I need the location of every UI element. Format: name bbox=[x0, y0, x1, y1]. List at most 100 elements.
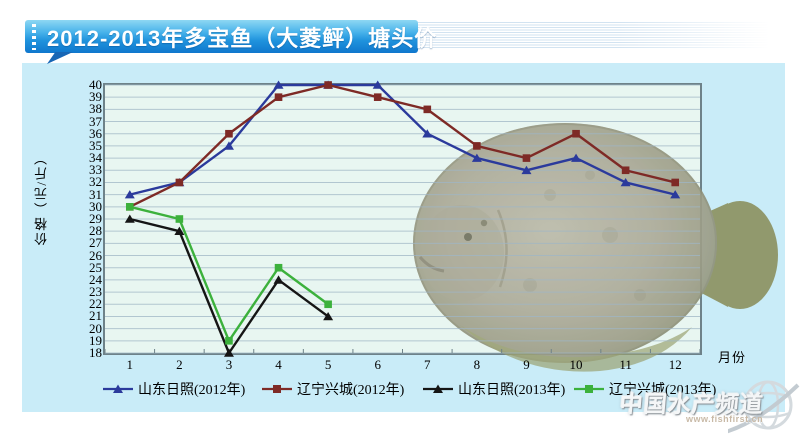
data-point bbox=[324, 81, 332, 89]
data-point bbox=[273, 275, 284, 284]
legend-label: 辽宁兴城(2012年) bbox=[297, 383, 405, 398]
legend-marker-blue-triangle-icon bbox=[103, 383, 133, 395]
legend-marker-black-triangle-icon bbox=[423, 383, 453, 395]
y-tick-label: 37 bbox=[89, 113, 102, 129]
data-point bbox=[471, 153, 482, 162]
y-tick-label: 26 bbox=[89, 247, 102, 263]
series-line bbox=[125, 81, 680, 211]
y-tick-label: 38 bbox=[89, 101, 102, 117]
data-point bbox=[621, 166, 630, 175]
y-tick-label: 23 bbox=[89, 284, 102, 300]
dotted-line-decoration bbox=[32, 24, 36, 50]
data-point bbox=[175, 215, 184, 223]
x-axis-ticks bbox=[104, 349, 701, 353]
legend-label: 辽宁兴城(2013年) bbox=[609, 383, 717, 398]
fish-mouth bbox=[418, 256, 445, 273]
fish-eye bbox=[464, 233, 472, 241]
banner-stripe-decoration bbox=[418, 22, 784, 49]
legend-item-liaoning-xingcheng-2013: 辽宁兴城(2013年) bbox=[574, 379, 716, 399]
data-point bbox=[671, 178, 680, 187]
x-tick-label: 12 bbox=[668, 357, 682, 372]
legend-label: 山东日照(2013年) bbox=[458, 383, 566, 398]
y-tick-label: 24 bbox=[89, 271, 102, 287]
legend-marker-green-square-icon bbox=[574, 383, 604, 395]
data-point bbox=[273, 80, 284, 89]
series-line bbox=[125, 203, 332, 345]
x-tick-label: 5 bbox=[324, 357, 332, 372]
data-point bbox=[124, 214, 135, 223]
x-tick-label: 3 bbox=[225, 357, 233, 372]
watermark: 中国水产频道 www.fishfirst.cn bbox=[616, 380, 800, 434]
data-point bbox=[423, 105, 432, 114]
x-axis-title: 月份 bbox=[718, 350, 747, 365]
y-tick-label: 25 bbox=[89, 259, 102, 275]
data-point bbox=[125, 203, 134, 211]
data-point bbox=[324, 300, 332, 309]
x-tick-label: 10 bbox=[569, 357, 583, 372]
data-point bbox=[323, 311, 334, 321]
data-point bbox=[522, 154, 531, 162]
y-tick-label: 28 bbox=[89, 223, 102, 239]
data-point bbox=[620, 177, 631, 187]
x-tick-label: 8 bbox=[473, 357, 481, 372]
data-point bbox=[174, 226, 185, 235]
y-axis-title: 价格（元/斤） bbox=[34, 150, 49, 246]
line-chart bbox=[104, 80, 701, 357]
data-point bbox=[572, 129, 580, 138]
data-point bbox=[670, 190, 681, 199]
y-tick-label: 32 bbox=[89, 174, 102, 190]
y-tick-label: 33 bbox=[89, 162, 102, 178]
series-line bbox=[124, 80, 681, 199]
legend-item-shandong-rizhao-2012: 山东日照(2012年) bbox=[103, 379, 245, 399]
data-point bbox=[223, 141, 234, 150]
data-point bbox=[571, 153, 582, 162]
legend-item-shandong-rizhao-2013: 山东日照(2013年) bbox=[423, 379, 565, 399]
data-point bbox=[274, 93, 283, 101]
data-point bbox=[372, 80, 383, 89]
fish-head bbox=[420, 205, 504, 301]
y-tick-label: 20 bbox=[89, 320, 102, 336]
y-tick-label: 35 bbox=[89, 137, 102, 153]
x-tick-label: 7 bbox=[424, 357, 431, 372]
y-tick-label: 18 bbox=[89, 345, 102, 360]
data-point bbox=[422, 129, 433, 138]
y-tick-label: 19 bbox=[89, 332, 102, 348]
y-tick-label: 30 bbox=[89, 198, 102, 214]
x-tick-label: 11 bbox=[619, 357, 632, 372]
legend-label: 山东日照(2012年) bbox=[138, 383, 246, 398]
data-point bbox=[521, 165, 532, 175]
data-point bbox=[274, 263, 283, 272]
x-tick-label: 1 bbox=[126, 357, 134, 372]
y-tick-label: 27 bbox=[89, 235, 102, 251]
series-line bbox=[124, 214, 334, 357]
gridlines bbox=[105, 84, 700, 354]
y-tick-label: 39 bbox=[89, 89, 102, 105]
y-tick-label: 31 bbox=[89, 186, 102, 202]
page-title: 2012-2013年多宝鱼（大菱鲆）塘头价 bbox=[47, 25, 438, 51]
x-tick-label: 2 bbox=[176, 357, 183, 372]
data-point bbox=[225, 337, 233, 345]
x-tick-label: 9 bbox=[523, 357, 530, 372]
x-tick-label: 4 bbox=[275, 357, 282, 372]
y-tick-label: 22 bbox=[89, 296, 102, 312]
fish-tail-fin bbox=[702, 201, 778, 309]
y-tick-label: 21 bbox=[89, 308, 102, 324]
legend-item-liaoning-xingcheng-2012: 辽宁兴城(2012年) bbox=[262, 379, 404, 399]
data-point bbox=[223, 348, 234, 357]
fish-eye bbox=[480, 219, 488, 227]
y-tick-label: 36 bbox=[89, 125, 102, 141]
watermark-url-text: www.fishfirst.cn bbox=[686, 414, 764, 424]
fish-bottom-fin bbox=[460, 325, 692, 372]
title-banner: 2012-2013年多宝鱼（大菱鲆）塘头价 bbox=[25, 20, 436, 53]
y-tick-label: 34 bbox=[89, 150, 102, 166]
x-tick-label: 6 bbox=[374, 357, 381, 372]
y-tick-label: 29 bbox=[89, 211, 102, 226]
y-tick-label: 40 bbox=[89, 77, 102, 92]
data-point bbox=[225, 129, 233, 138]
legend-marker-red-square-icon bbox=[262, 383, 292, 395]
data-point bbox=[124, 190, 135, 199]
globe-icon bbox=[728, 380, 800, 434]
data-point bbox=[373, 93, 382, 101]
data-point bbox=[175, 178, 184, 187]
